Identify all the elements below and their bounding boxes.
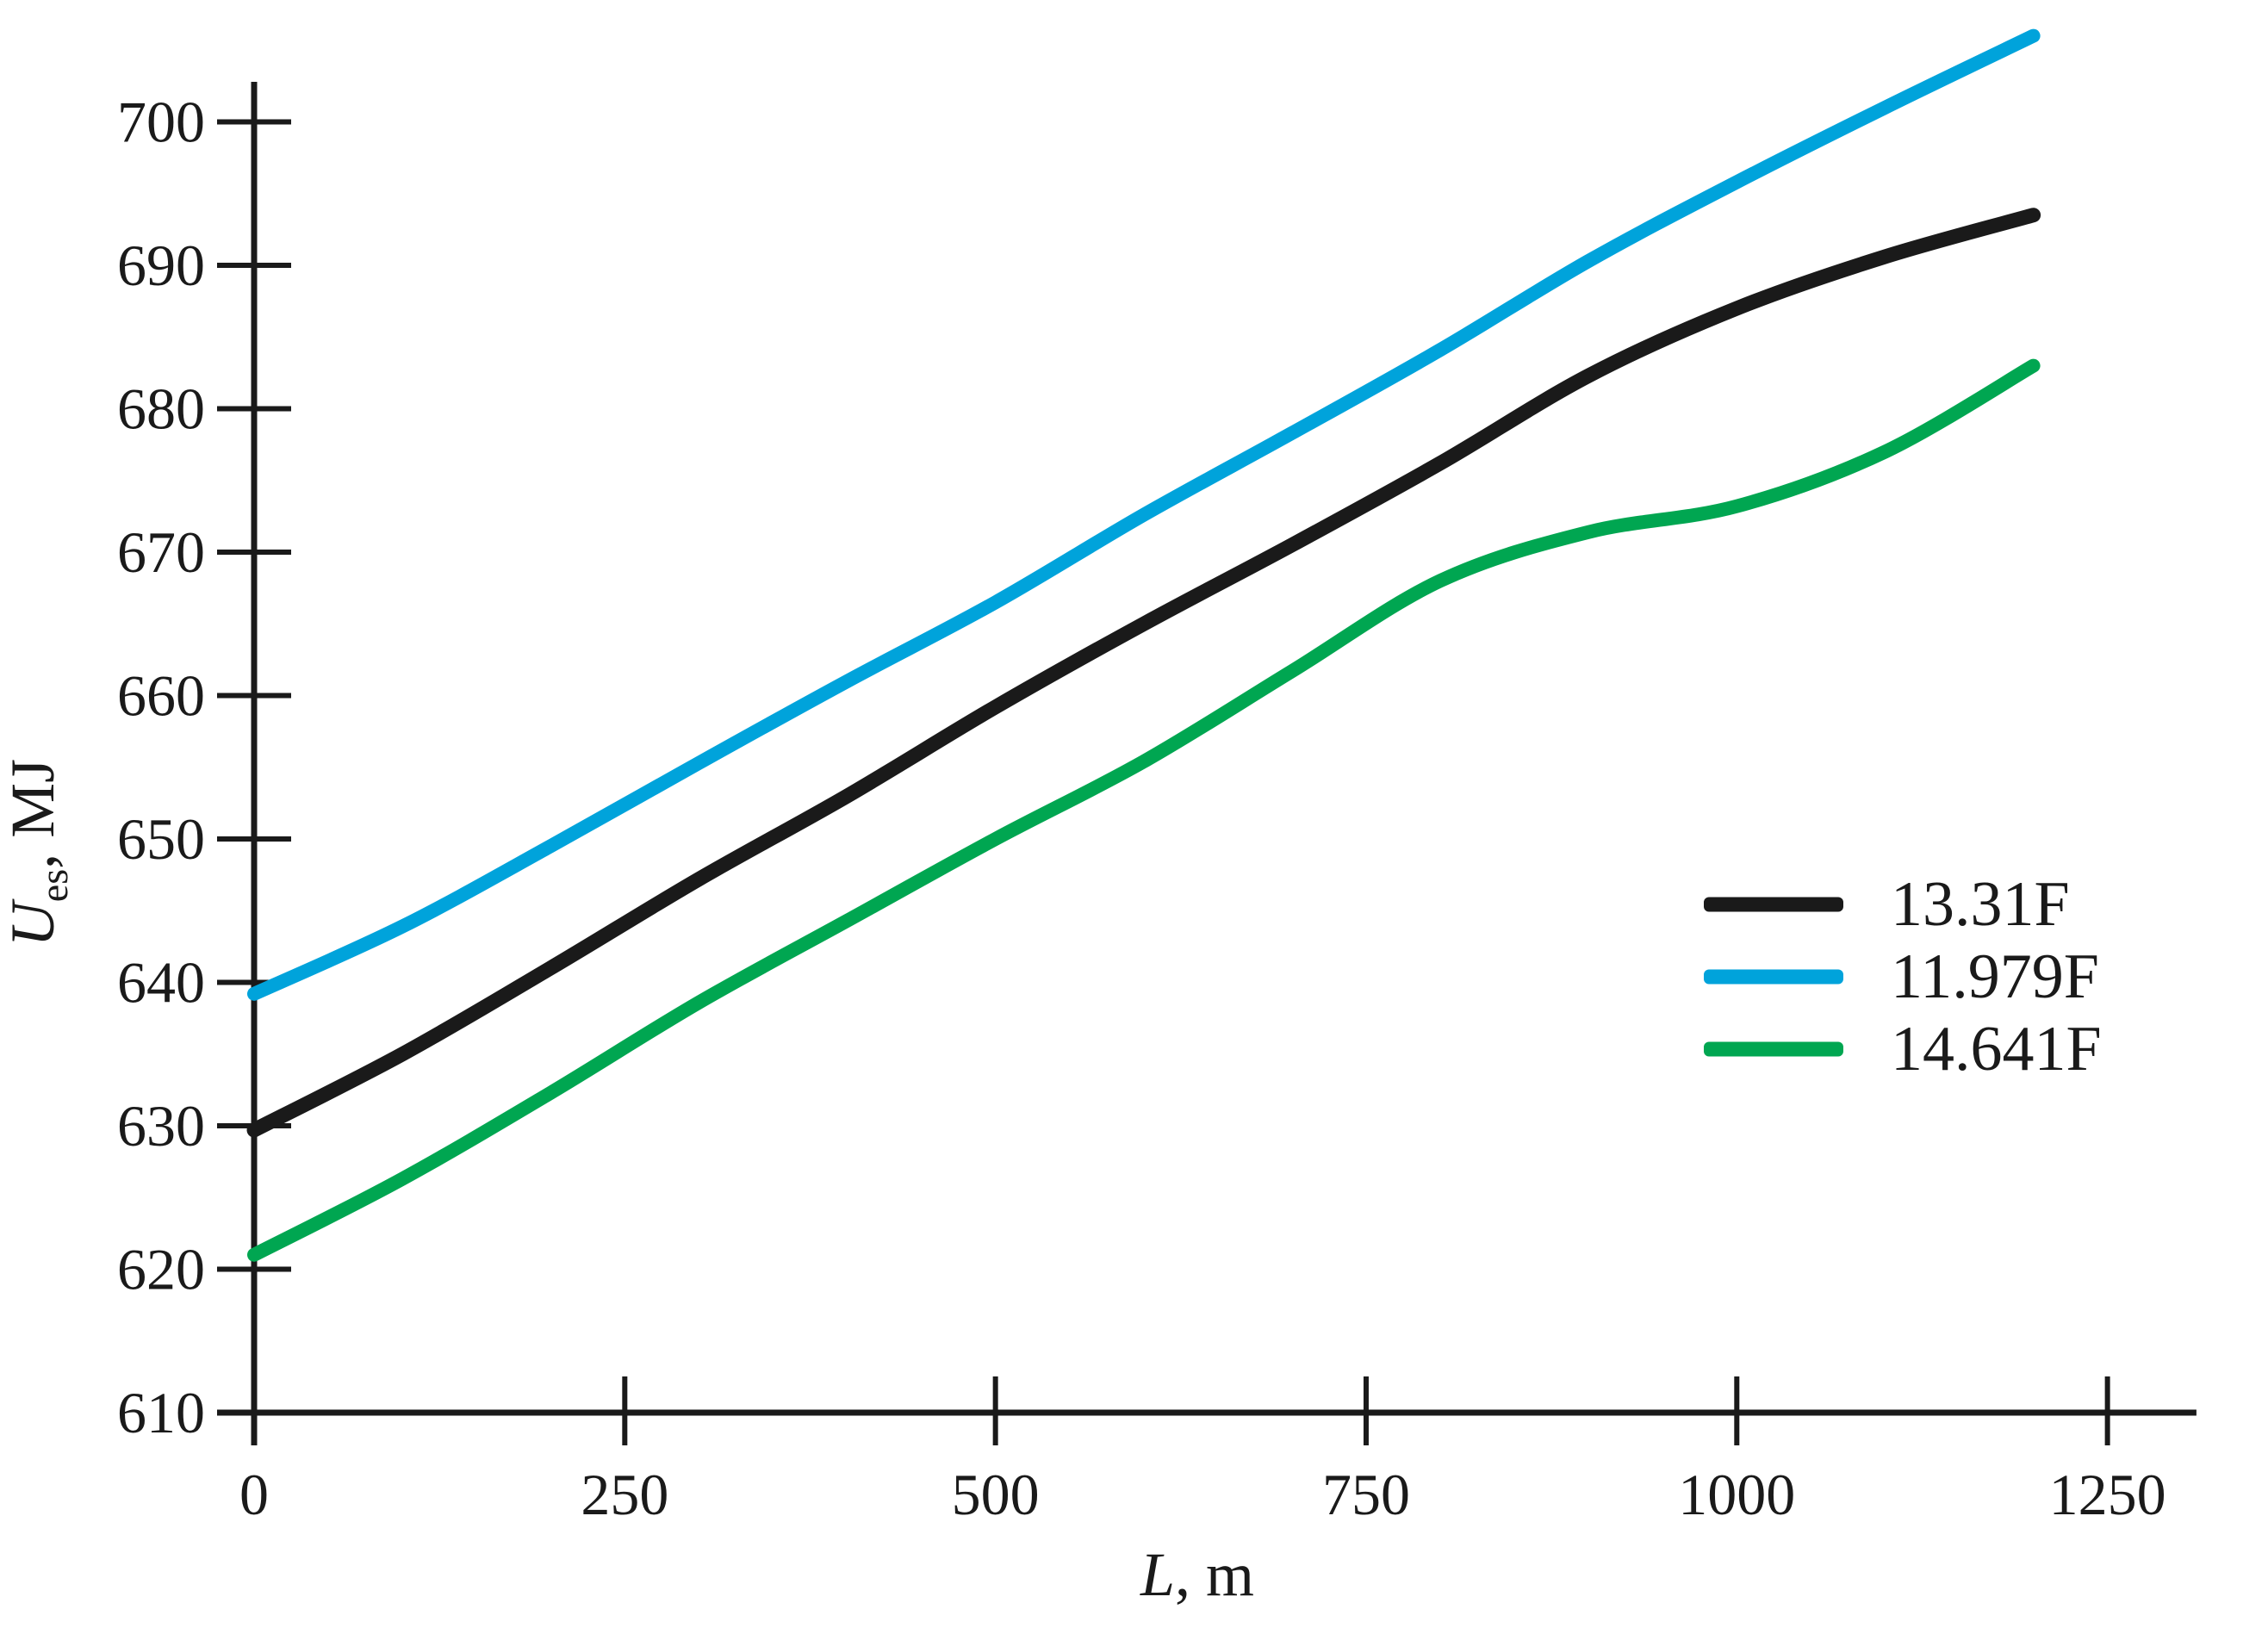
x-axis-label-units: , m: [1175, 1540, 1254, 1609]
legend-item-14.641F: 14.641F: [1704, 1014, 2102, 1084]
curve-13.31F: [246, 208, 2041, 1138]
x-tick-label-750: 750: [1322, 1462, 1410, 1527]
x-tick-label-1250: 1250: [2049, 1462, 2166, 1527]
legend-label-13.31F: 13.31F: [1891, 869, 2070, 940]
y-tick-label-620: 620: [117, 1237, 205, 1302]
y-axis-label: Ues, MJ: [0, 759, 76, 947]
legend-swatch-13.31F: [1704, 897, 1843, 912]
legend-item-11.979F: 11.979F: [1704, 941, 2099, 1012]
axes-layer: [217, 82, 2197, 1445]
y-tick-label-690: 690: [117, 233, 205, 298]
curves-layer: [246, 28, 2041, 1262]
y-axis-label-units: , MJ: [0, 759, 67, 869]
curve-14.641F: [247, 358, 2041, 1262]
y-axis-label-symbol: U: [0, 898, 67, 947]
x-tick-label-0: 0: [239, 1462, 269, 1527]
legend-item-13.31F: 13.31F: [1704, 869, 2070, 940]
y-tick-label-680: 680: [117, 376, 205, 442]
curve-11.979F: [247, 28, 2041, 1001]
y-tick-label-700: 700: [117, 90, 205, 155]
x-tick-label-250: 250: [581, 1462, 668, 1527]
legend-label-11.979F: 11.979F: [1891, 941, 2099, 1012]
y-tick-label-670: 670: [117, 519, 205, 585]
x-axis-label: L, m: [1140, 1540, 1254, 1609]
y-tick-label-640: 640: [117, 950, 205, 1016]
x-axis-label-symbol: L: [1140, 1540, 1175, 1609]
legend-swatch-14.641F: [1704, 1041, 1843, 1057]
ticks-layer: 610 620 630 640 650 660 670 680 690 700 0 250 500 750…: [117, 90, 2166, 1528]
x-tick-label-500: 500: [952, 1462, 1040, 1527]
y-tick-label-660: 660: [117, 663, 205, 729]
y-tick-label-630: 630: [117, 1093, 205, 1159]
legend-swatch-11.979F: [1704, 969, 1843, 985]
legend-label-14.641F: 14.641F: [1891, 1014, 2102, 1084]
y-tick-label-650: 650: [117, 806, 205, 872]
x-tick-label-1000: 1000: [1678, 1462, 1795, 1527]
y-tick-label-610: 610: [117, 1380, 205, 1445]
y-axis-label-subscript: es: [32, 869, 76, 902]
